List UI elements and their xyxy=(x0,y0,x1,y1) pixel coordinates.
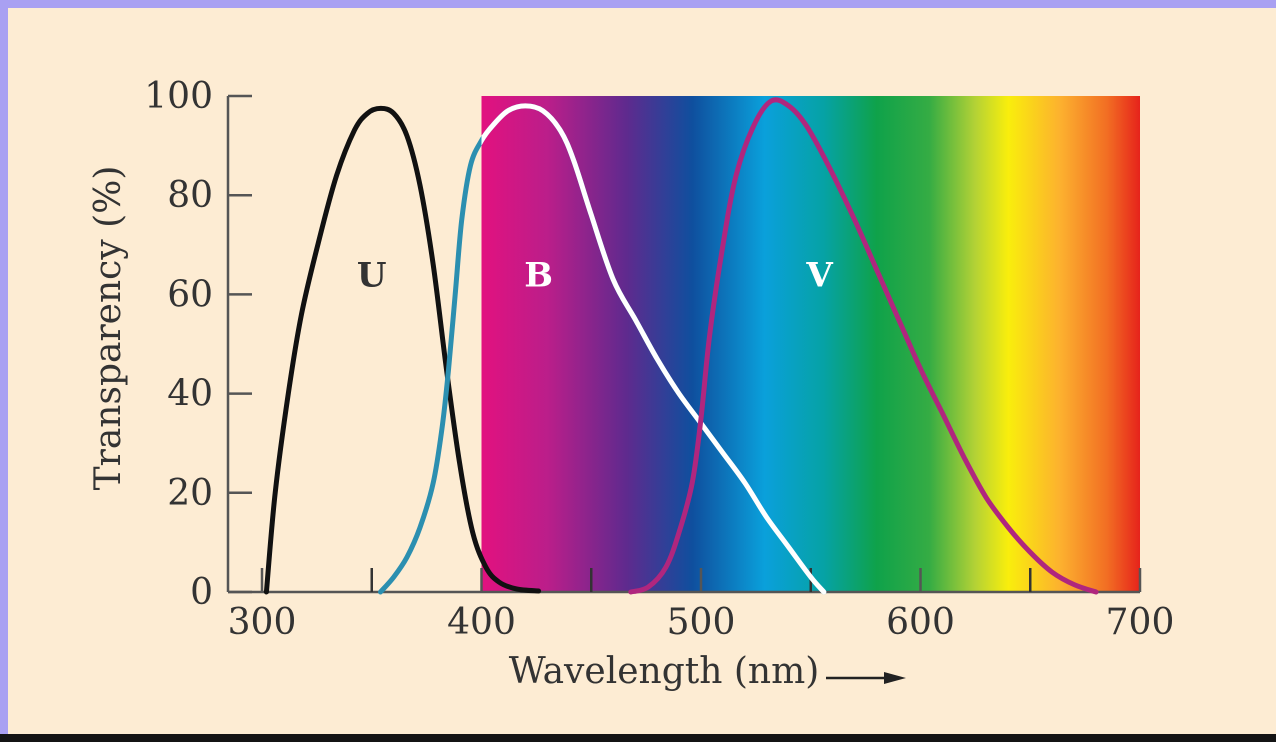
x-tick-label: 600 xyxy=(886,602,955,643)
x-axis-title-group: Wavelength (nm) xyxy=(509,651,906,692)
band-label-u: U xyxy=(357,256,387,296)
visible-spectrum-band xyxy=(481,96,1140,592)
bottom-strip xyxy=(0,734,1276,742)
y-axis-title: Transparency (%) xyxy=(88,166,129,491)
y-tick-label: 60 xyxy=(167,274,213,315)
arrow-right-icon xyxy=(884,672,906,684)
filter-curve-u xyxy=(263,105,542,595)
axes: 0 20 40 60 80 100 300 400 500 600 700 xyxy=(144,76,1174,643)
filter-curves xyxy=(263,97,1099,595)
y-tick-label: 0 xyxy=(190,572,213,613)
x-axis-title: Wavelength (nm) xyxy=(509,651,820,692)
y-tick-label: 80 xyxy=(167,175,213,216)
x-tick-label: 700 xyxy=(1106,602,1175,643)
band-label-b: B xyxy=(524,256,553,296)
x-tick-label: 400 xyxy=(447,602,516,643)
y-tick-label: 40 xyxy=(167,374,213,415)
y-tick-label: 100 xyxy=(144,76,213,117)
x-tick-label: 300 xyxy=(228,602,297,643)
band-label-v: V xyxy=(805,256,833,296)
y-tick-label: 20 xyxy=(167,473,213,514)
filter-curve-b xyxy=(481,103,827,595)
filter-curve-v xyxy=(628,97,1099,595)
x-tick-label: 500 xyxy=(667,602,736,643)
